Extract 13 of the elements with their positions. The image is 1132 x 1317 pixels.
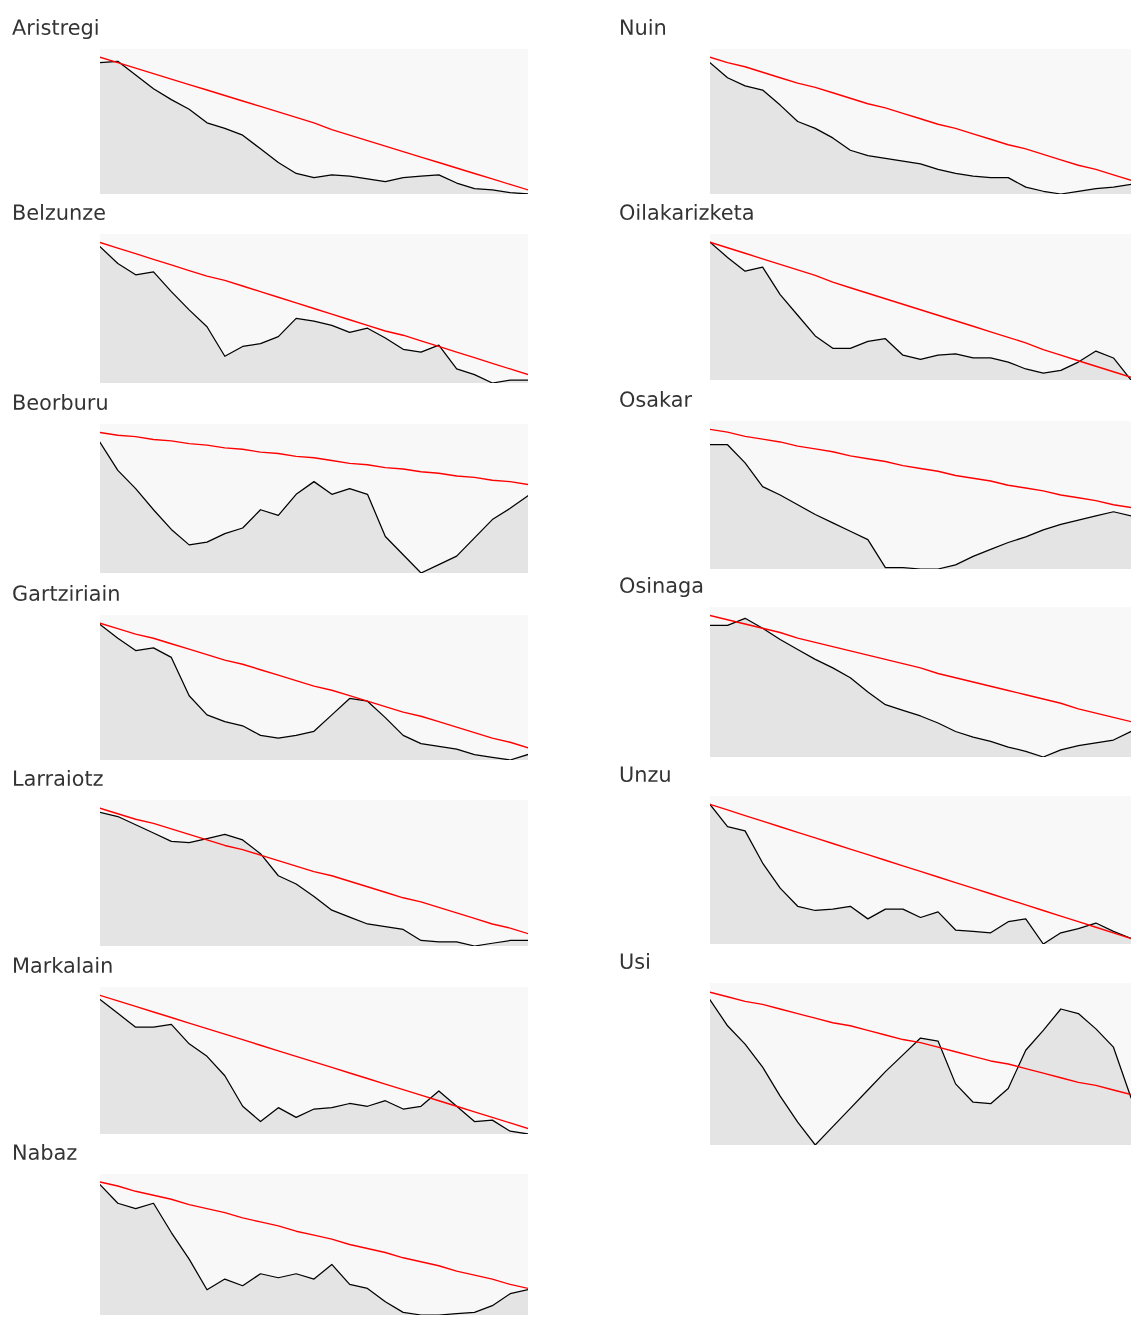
chart-title: Unzu [620, 766, 670, 783]
chart-title: Aristregi [12, 18, 98, 40]
chart-title: Markalain [14, 956, 112, 974]
chart-title: Larraiotz [14, 769, 103, 787]
chart-title: Beorburu [14, 393, 107, 411]
chart-title: Osinaga [620, 576, 703, 598]
chart-title: Osakar [620, 390, 693, 408]
chart-title: Belzunze [14, 203, 105, 221]
chart-title: Nuin [621, 18, 666, 36]
chart-title: Usi [620, 952, 649, 970]
chart-title: Nabaz [14, 1143, 77, 1161]
chart-title: Oilakarizketa [620, 203, 753, 221]
chart-title: Gartziriain [13, 584, 119, 602]
